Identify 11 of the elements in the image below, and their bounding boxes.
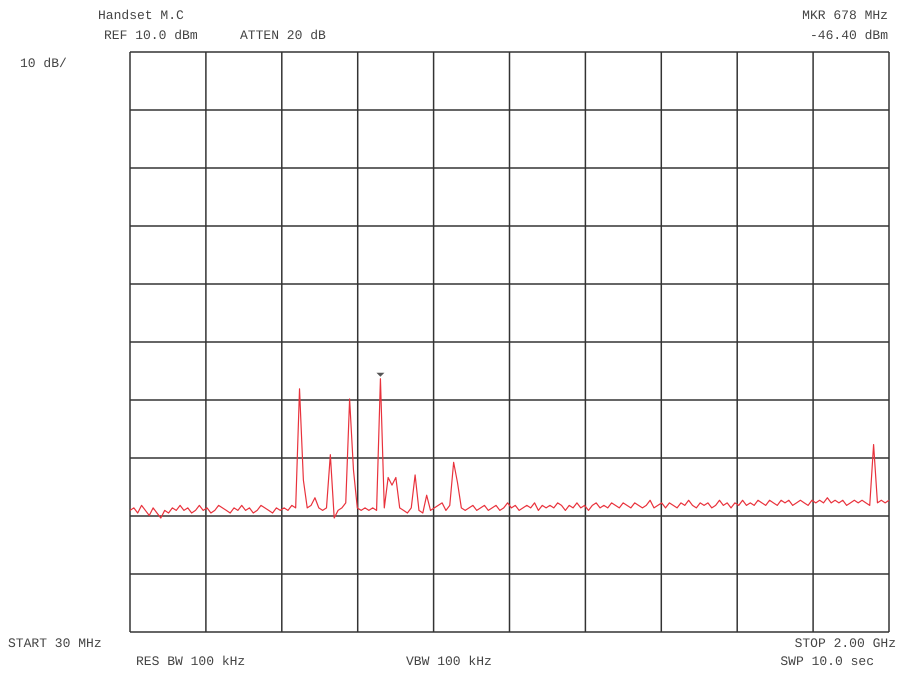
chart-title: Handset M.C <box>98 8 184 23</box>
text: -46.40 dBm <box>810 28 888 43</box>
text: SWP 10.0 sec <box>780 654 874 669</box>
text: STOP 2.00 GHz <box>794 636 896 651</box>
text: MKR 678 MHz <box>802 8 888 23</box>
text: START 30 MHz <box>8 636 102 651</box>
text: RES BW 100 kHz <box>136 654 246 669</box>
text: ATTEN 20 dB <box>240 28 326 43</box>
text: 10 dB/ <box>20 56 67 71</box>
text: REF 10.0 dBm <box>104 28 198 43</box>
text: VBW 100 kHz <box>406 654 492 669</box>
